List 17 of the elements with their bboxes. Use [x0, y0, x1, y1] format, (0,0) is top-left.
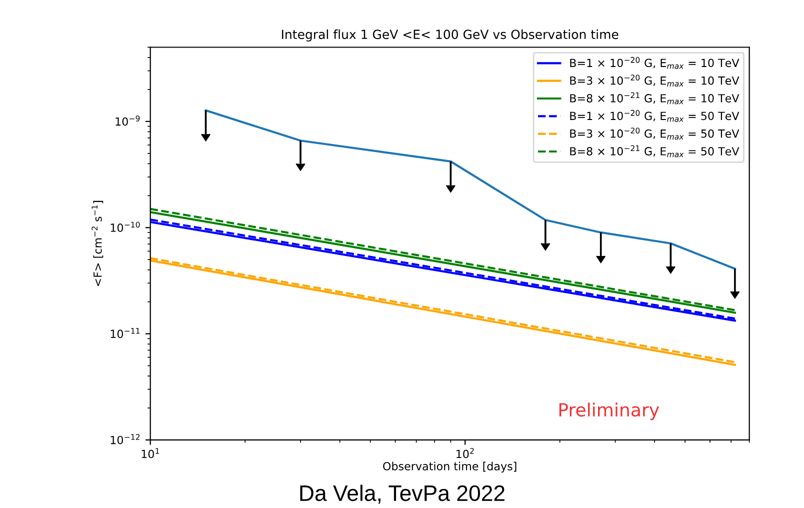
legend-label: B=1 × 10$^{−20}$ G, E$_{max}$ = 50 TeV [570, 110, 740, 122]
x-tick-label: 10$^{1}$ [142, 448, 160, 458]
x-tick-label: 10$^{2}$ [456, 448, 474, 458]
annotation: Preliminary [559, 402, 660, 420]
legend-label: B=3 × 10$^{−20}$ G, E$_{max}$ = 50 TeV [570, 128, 740, 140]
y-tick-label: 10$^{−9}$ [116, 116, 140, 126]
x-axis-title: Observation time [days] [383, 462, 516, 473]
chart-title: Integral flux 1 GeV <E< 100 GeV vs Observation time [282, 29, 618, 42]
legend-label: B=8 × 10$^{−21}$ G, E$_{max}$ = 10 TeV [570, 92, 740, 104]
y-axis-title: <F> [cm$^{−2}$ s$^{−1}$] [92, 200, 104, 286]
text: Da Vela, TevPa 2022 [300, 484, 504, 504]
y-tick-label: 10$^{−10}$ [110, 222, 140, 232]
legend-label: B=8 × 10$^{−21}$ G, E$_{max}$ = 50 TeV [570, 145, 740, 158]
legend-label: B=1 × 10$^{−20}$ G, E$_{max}$ = 10 TeV [570, 56, 740, 69]
legend-label: B=3 × 10$^{−20}$ G, E$_{max}$ = 10 TeV [570, 74, 740, 87]
y-tick-label: 10$^{−11}$ [110, 328, 140, 338]
y-tick-label: 10$^{−12}$ [110, 434, 140, 444]
